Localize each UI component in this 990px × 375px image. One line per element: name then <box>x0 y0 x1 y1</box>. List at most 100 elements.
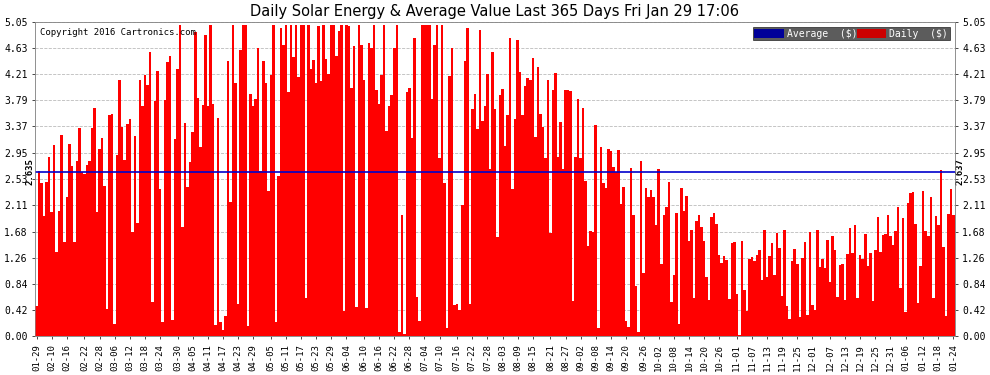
Bar <box>496 237 499 336</box>
Bar <box>866 266 869 336</box>
Bar <box>778 248 781 336</box>
Bar <box>423 25 426 336</box>
Bar <box>816 230 819 336</box>
Bar <box>938 225 940 336</box>
Bar <box>786 306 788 336</box>
Bar <box>771 243 773 336</box>
Bar <box>879 252 882 336</box>
Bar <box>196 98 199 336</box>
Bar <box>726 260 728 336</box>
Bar <box>55 252 58 336</box>
Bar <box>450 48 453 336</box>
Bar <box>232 25 235 336</box>
Bar <box>237 304 240 336</box>
Bar <box>559 122 561 336</box>
Bar <box>58 211 60 336</box>
Bar <box>98 149 101 336</box>
Bar <box>461 205 463 336</box>
Bar <box>935 216 938 336</box>
Bar <box>48 157 50 336</box>
Bar <box>602 183 605 336</box>
Bar <box>644 188 647 336</box>
Bar <box>821 259 824 336</box>
Bar <box>582 108 584 336</box>
Bar <box>647 196 649 336</box>
Bar <box>481 121 484 336</box>
Bar <box>564 90 567 336</box>
Bar <box>685 196 688 336</box>
Bar <box>418 321 421 336</box>
Bar <box>161 322 163 336</box>
Bar <box>942 248 944 336</box>
Bar <box>899 288 902 336</box>
Bar <box>622 187 625 336</box>
Bar <box>612 167 615 336</box>
Bar <box>103 186 106 336</box>
Bar <box>693 298 695 336</box>
Bar <box>799 316 801 336</box>
Bar <box>910 193 912 336</box>
Bar <box>854 225 856 336</box>
Bar <box>78 128 80 336</box>
Bar <box>330 25 333 336</box>
Bar <box>207 106 209 336</box>
Bar <box>587 246 589 336</box>
Bar <box>36 306 38 336</box>
Bar <box>655 225 657 336</box>
Bar <box>108 114 111 336</box>
Bar <box>499 94 501 336</box>
Bar <box>262 61 264 336</box>
Bar <box>75 161 78 336</box>
Bar <box>406 92 408 336</box>
Bar <box>142 106 144 336</box>
Bar <box>365 308 368 336</box>
Bar <box>73 243 75 336</box>
Bar <box>333 25 335 336</box>
Bar <box>522 115 524 336</box>
Bar <box>897 207 899 336</box>
Bar <box>126 124 129 336</box>
Bar <box>811 305 814 336</box>
Bar <box>572 301 574 336</box>
Bar <box>251 106 254 336</box>
Bar <box>86 165 88 336</box>
Bar <box>401 215 403 336</box>
Bar <box>370 48 373 336</box>
Bar <box>940 170 942 336</box>
Bar <box>166 62 169 336</box>
Bar <box>421 25 423 336</box>
Bar <box>657 169 660 336</box>
Bar <box>846 255 848 336</box>
Legend: Average  ($), Daily  ($): Average ($), Daily ($) <box>752 27 949 40</box>
Bar <box>861 259 864 336</box>
Bar <box>788 320 791 336</box>
Bar <box>640 161 643 336</box>
Bar <box>768 256 771 336</box>
Bar <box>806 315 809 336</box>
Bar <box>567 90 569 336</box>
Bar <box>458 310 461 336</box>
Bar <box>453 305 456 336</box>
Bar <box>121 127 124 336</box>
Bar <box>794 249 796 336</box>
Bar <box>842 264 843 336</box>
Bar <box>721 263 723 336</box>
Bar <box>561 169 564 336</box>
Bar <box>181 227 184 336</box>
Bar <box>310 69 313 336</box>
Bar <box>848 228 851 336</box>
Bar <box>416 297 418 336</box>
Bar <box>592 232 595 336</box>
Bar <box>947 214 949 336</box>
Bar <box>851 253 854 336</box>
Bar <box>468 304 471 336</box>
Bar <box>111 114 114 336</box>
Bar <box>431 99 434 336</box>
Bar <box>186 187 189 336</box>
Bar <box>912 192 915 336</box>
Bar <box>635 286 638 336</box>
Bar <box>466 28 468 336</box>
Bar <box>589 231 592 336</box>
Bar <box>512 189 514 336</box>
Bar <box>660 264 662 336</box>
